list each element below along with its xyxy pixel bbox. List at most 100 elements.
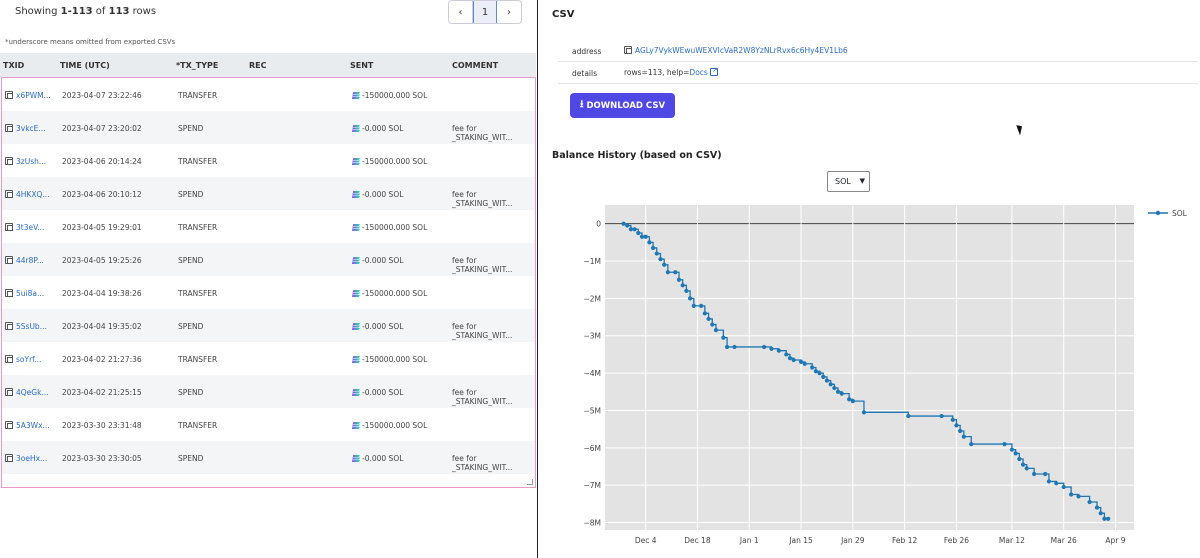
copy-icon[interactable] <box>5 157 13 165</box>
data-point <box>721 335 726 340</box>
docs-link[interactable]: Docs <box>689 68 708 77</box>
txid-link[interactable]: 5SsUb... <box>16 322 47 331</box>
time-cell: 2023-04-07 23:22:46 <box>62 91 142 100</box>
txid-link[interactable]: ... <box>16 487 23 488</box>
txid-cell[interactable]: 5ui8a... <box>5 289 44 298</box>
prev-page-button[interactable]: ‹ <box>449 1 473 23</box>
copy-icon[interactable] <box>5 190 13 198</box>
copy-icon[interactable] <box>5 421 13 429</box>
x-tick-label: Jan 1 <box>739 536 759 545</box>
txid-link[interactable]: soYrf... <box>16 355 42 364</box>
solana-icon <box>352 356 360 363</box>
txid-cell[interactable]: ... <box>5 487 23 488</box>
download-icon: ⭳ <box>579 99 584 110</box>
txid-cell[interactable]: 5A3Wx... <box>5 421 50 430</box>
txid-link[interactable]: 3t3eV... <box>16 223 45 232</box>
copy-icon[interactable] <box>5 454 13 462</box>
txid-link[interactable]: 3oeHx... <box>16 454 48 463</box>
col-time[interactable]: TIME (UTC) <box>60 60 110 70</box>
table-row[interactable]: 4HKXQ... 2023-04-06 20:10:12 SPEND -0.000 S… <box>2 177 535 210</box>
y-tick-label: −3M <box>583 332 601 341</box>
comment-cell: fee for _STAKING_WIT... <box>452 388 513 406</box>
data-point <box>939 413 944 419</box>
address-link[interactable]: AGLy7VykWEwuWEXVIcVaR2W8YzNLrRvx6c6Hy4EV… <box>635 46 848 55</box>
solana-icon <box>352 389 360 396</box>
txid-link[interactable]: 5ui8a... <box>16 289 45 298</box>
copy-icon[interactable] <box>5 91 13 99</box>
external-link-icon[interactable] <box>709 66 718 76</box>
col-sent[interactable]: SENT <box>350 60 374 70</box>
txid-cell[interactable]: 3vkcE... <box>5 124 46 133</box>
details-row: details rows=113, help=Docs <box>558 62 1198 84</box>
txid-link[interactable]: 3zUsh... <box>16 157 47 166</box>
txid-cell[interactable]: 4HKXQ... <box>5 190 50 199</box>
data-point <box>1102 516 1107 521</box>
table-row[interactable]: 4QeGk... 2023-04-02 21:25:15 SPEND -0.000 S… <box>2 375 535 408</box>
table-row[interactable]: 3oeHx... 2023-03-30 23:30:05 SPEND -0.000 S… <box>2 441 535 474</box>
txid-link[interactable]: 4QeGk... <box>16 388 49 397</box>
data-point <box>639 234 645 239</box>
sent-value: -150000.000 SOL <box>362 421 428 430</box>
copy-icon[interactable] <box>624 46 632 54</box>
comment-cell: fee for _STAKING_WIT... <box>452 322 513 340</box>
txid-cell[interactable]: 4QeGk... <box>5 388 49 397</box>
txid-cell[interactable]: 3oeHx... <box>5 454 47 463</box>
table-row[interactable]: ... -150000.000 SOL <box>2 474 535 488</box>
data-point <box>1043 471 1048 477</box>
col-tx-type[interactable]: *TX_TYPE <box>176 60 219 70</box>
col-rec[interactable]: REC <box>249 60 267 70</box>
txid-cell[interactable]: soYrf... <box>5 355 41 364</box>
txid-cell[interactable]: 3zUsh... <box>5 157 46 166</box>
txid-cell[interactable]: 44r8P... <box>5 256 44 265</box>
sent-value: -150000.000 SOL <box>362 223 428 232</box>
txid-link[interactable]: 4HKXQ... <box>16 190 50 199</box>
data-point <box>824 378 830 383</box>
x-tick-label: Mar 26 <box>1051 536 1077 545</box>
next-page-button[interactable]: › <box>507 6 511 18</box>
showing-of: of <box>92 6 109 17</box>
pane-divider[interactable] <box>537 0 538 558</box>
time-cell: 2023-04-05 19:29:01 <box>62 223 142 232</box>
col-comment[interactable]: COMMENT <box>452 60 499 70</box>
csv-heading: CSV <box>552 9 575 20</box>
copy-icon[interactable] <box>5 223 13 231</box>
sent-cell: -0.000 SOL <box>352 124 403 133</box>
table-row[interactable]: 44r8P... 2023-04-05 19:25:26 SPEND -0.000 S… <box>2 243 535 276</box>
table-row[interactable]: 3zUsh... 2023-04-06 20:14:24 TRANSFER -1500… <box>2 144 535 177</box>
txid-cell[interactable]: 5SsUb... <box>5 322 47 331</box>
table-row[interactable]: 5ui8a... 2023-04-04 19:38:26 TRANSFER -1500… <box>2 276 535 309</box>
copy-icon[interactable] <box>5 388 13 396</box>
data-point <box>680 283 685 288</box>
copy-icon[interactable] <box>5 124 13 132</box>
table-row[interactable]: x6PWM... 2023-04-07 23:22:46 TRANSFER -1500… <box>2 78 535 111</box>
table-row[interactable]: soYrf... 2023-04-02 21:27:36 TRANSFER -1500… <box>2 342 535 375</box>
copy-icon[interactable] <box>5 355 13 363</box>
txid-link[interactable]: 3vkcE... <box>16 124 46 133</box>
data-point <box>684 288 689 294</box>
table-row[interactable]: 3vkcE... 2023-04-07 23:20:02 SPEND -0.000 S… <box>2 111 535 144</box>
table-row[interactable]: 5A3Wx... 2023-03-30 23:31:48 TRANSFER -1500… <box>2 408 535 441</box>
download-csv-button[interactable]: ⭳ DOWNLOAD CSV <box>570 93 675 118</box>
y-tick-label: −4M <box>583 369 601 378</box>
copy-icon[interactable] <box>5 289 13 297</box>
txid-link[interactable]: x6PWM... <box>16 91 51 100</box>
resize-grip[interactable] <box>527 479 533 485</box>
table-body[interactable]: ... -150000.000 SOL 3oeHx... 2023-03-30 23:… <box>1 77 536 488</box>
table-row[interactable]: 3t3eV... 2023-04-05 19:29:01 TRANSFER -1500… <box>2 210 535 243</box>
txid-link[interactable]: 44r8P... <box>16 256 44 265</box>
txid-link[interactable]: 5A3Wx... <box>16 421 50 430</box>
copy-icon[interactable] <box>5 256 13 264</box>
solana-icon <box>352 125 360 132</box>
copy-icon[interactable] <box>5 322 13 330</box>
currency-select[interactable]: SOL ▼ <box>827 171 870 192</box>
page-1-button[interactable]: 1 <box>473 1 497 23</box>
txid-cell[interactable]: x6PWM... <box>5 91 51 100</box>
copy-icon[interactable] <box>5 487 13 488</box>
solana-icon <box>352 191 360 198</box>
table-row[interactable]: 5SsUb... 2023-04-04 19:35:02 SPEND -0.000 S… <box>2 309 535 342</box>
data-point <box>1087 499 1092 505</box>
col-txid[interactable]: TXID <box>3 60 25 70</box>
sent-cell: -0.000 SOL <box>352 388 403 397</box>
txid-cell[interactable]: 3t3eV... <box>5 223 44 232</box>
sent-value: -0.000 SOL <box>362 322 404 331</box>
